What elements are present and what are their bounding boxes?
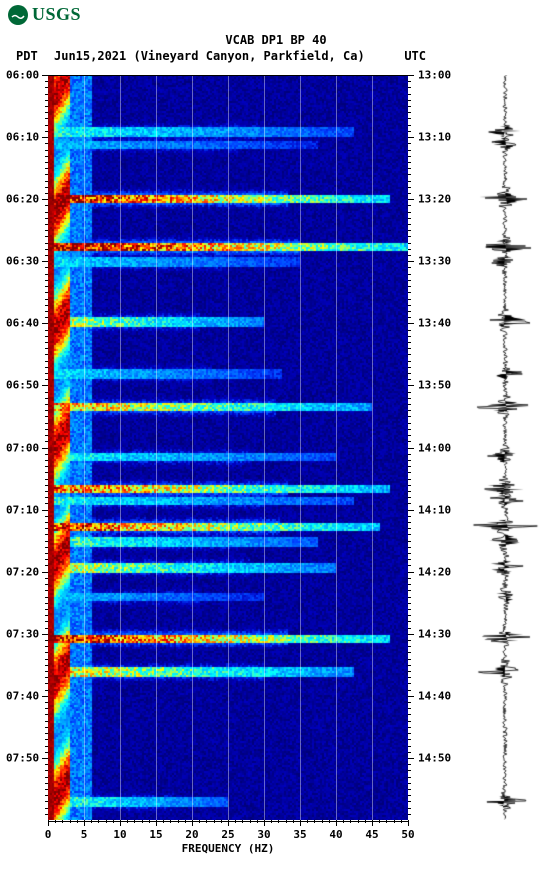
chart-subtitle: PDT Jun15,2021 (Vineyard Canyon, Parkfie… <box>0 49 552 63</box>
usgs-text: USGS <box>32 4 81 25</box>
seismic-trace <box>466 75 544 820</box>
tz-right: UTC <box>404 49 426 63</box>
y-left-labels: 06:0006:1006:2006:3006:4006:5007:0007:10… <box>6 75 42 820</box>
location: (Vineyard Canyon, Parkfield, Ca) <box>133 49 364 63</box>
y-right-labels: 13:0013:1013:2013:3013:4013:5014:0014:10… <box>418 75 458 820</box>
x-axis: FREQUENCY (HZ) 05101520253035404550 <box>48 820 408 860</box>
x-axis-label: FREQUENCY (HZ) <box>182 842 275 855</box>
usgs-logo: USGS <box>0 0 552 29</box>
chart-area: 06:0006:1006:2006:3006:4006:5007:0007:10… <box>0 75 552 855</box>
date: Jun15,2021 <box>54 49 126 63</box>
tz-left: PDT <box>16 49 54 63</box>
chart-title: VCAB DP1 BP 40 <box>0 33 552 47</box>
spectrogram <box>48 75 408 820</box>
usgs-icon <box>8 5 28 25</box>
